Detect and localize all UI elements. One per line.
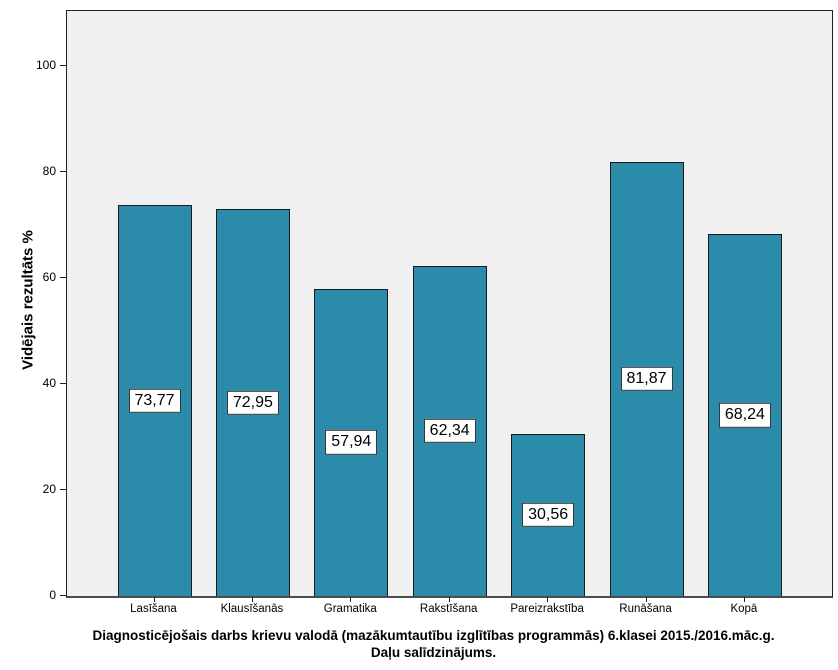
y-tick: [60, 171, 66, 172]
bar-value-label: 72,95: [226, 390, 279, 415]
bar-value-label: 68,24: [718, 402, 771, 428]
bar-value-label: 57,94: [325, 430, 378, 455]
x-tick: [251, 597, 253, 602]
bar-value-label: 73,77: [128, 388, 181, 413]
x-tick: [448, 597, 450, 602]
y-tick-label: 60: [42, 270, 56, 284]
x-tick-label: Klausīšanās: [220, 603, 284, 615]
x-tick-label: Kopā: [730, 603, 758, 615]
x-tick-label: Runāšana: [619, 603, 672, 615]
x-tick-label: Pareizrakstība: [510, 603, 584, 615]
chart-title-line2: Daļu salīdzinājums.: [370, 645, 497, 660]
x-tick: [645, 597, 647, 602]
y-tick-label: 80: [42, 164, 56, 178]
bar-value-label: 62,34: [423, 418, 476, 443]
y-tick: [60, 277, 66, 278]
plot-area: 73,77 72,95 57,94 62,34 30,56 81,87 68,24: [66, 10, 833, 598]
x-tick-label: Rakstīšana: [419, 603, 478, 615]
y-tick: [60, 383, 66, 384]
y-axis-title: Vidējais rezultāts %: [19, 230, 37, 370]
x-tick: [350, 597, 352, 602]
y-tick-label: 40: [42, 376, 56, 390]
bar-value-label: 30,56: [522, 502, 575, 528]
y-tick: [60, 489, 66, 490]
chart-title-line1: Diagnosticējošais darbs krievu valodā (m…: [92, 628, 775, 643]
x-tick-label: Gramatika: [323, 603, 377, 615]
y-tick-label: 0: [49, 588, 56, 602]
bar-value-label: 81,87: [620, 366, 673, 392]
x-tick: [743, 597, 745, 602]
y-tick-label: 20: [42, 482, 56, 496]
x-tick-label: Lasīšana: [130, 603, 177, 615]
y-tick: [60, 65, 66, 66]
y-tick-label: 100: [35, 58, 56, 72]
x-tick: [547, 597, 549, 602]
y-tick: [60, 595, 66, 596]
x-tick: [153, 597, 155, 602]
chart-title: Diagnosticējošais darbs krievu valodā (m…: [36, 627, 831, 661]
